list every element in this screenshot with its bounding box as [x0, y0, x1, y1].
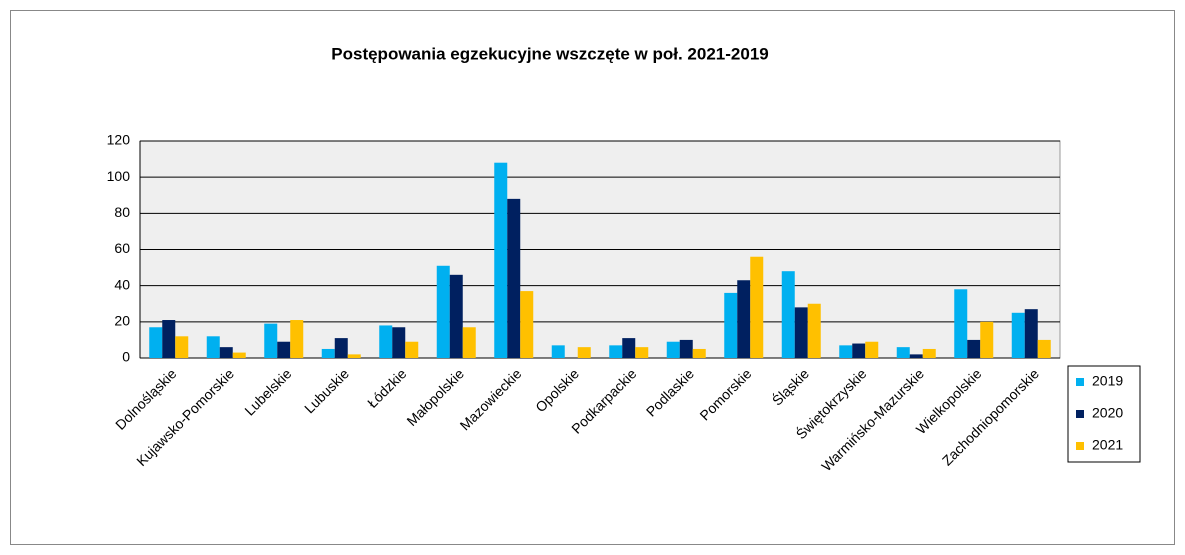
bar [737, 280, 751, 358]
bar [692, 348, 706, 358]
bar [622, 338, 636, 358]
bar [967, 339, 981, 358]
bar [577, 347, 591, 358]
bar [405, 341, 419, 358]
legend-label: 2019 [1092, 373, 1123, 389]
bar [507, 198, 521, 358]
bar [807, 303, 821, 358]
y-tick-label: 0 [122, 349, 130, 365]
bar [264, 323, 278, 358]
y-tick-label: 20 [114, 313, 130, 329]
bar [219, 347, 233, 358]
bar [290, 320, 304, 358]
bar [347, 354, 361, 358]
bar [724, 292, 738, 358]
bar [379, 325, 393, 358]
bar [551, 345, 565, 358]
bar [232, 352, 246, 358]
bar [321, 348, 335, 358]
bar [520, 291, 534, 358]
bar [750, 256, 764, 358]
bar [462, 327, 476, 358]
bar [666, 341, 680, 358]
legend-swatch [1076, 442, 1084, 450]
bar [162, 320, 176, 358]
legend-label: 2021 [1092, 437, 1123, 453]
legend-label: 2020 [1092, 405, 1123, 421]
y-tick-label: 40 [114, 276, 130, 292]
bar [909, 354, 923, 358]
chart-title: Postępowania egzekucyjne wszczęte w poł.… [331, 44, 768, 63]
y-tick-label: 80 [114, 204, 130, 220]
bar [175, 336, 189, 358]
legend-swatch [1076, 378, 1084, 386]
bar [149, 327, 163, 358]
bar [494, 162, 508, 358]
bar [922, 348, 936, 358]
bar [206, 336, 220, 358]
bar [954, 289, 968, 358]
bar [635, 347, 649, 358]
bar [679, 339, 693, 358]
bar [1037, 339, 1051, 358]
bar [392, 327, 406, 358]
legend-swatch [1076, 410, 1084, 418]
bar [865, 341, 879, 358]
y-tick-label: 60 [114, 240, 130, 256]
bar [794, 307, 808, 358]
y-tick-label: 100 [107, 168, 131, 184]
bar [852, 343, 866, 358]
bar [277, 341, 291, 358]
bar [1011, 312, 1025, 358]
bar [896, 347, 910, 358]
bar [436, 265, 450, 358]
y-tick-label: 120 [107, 132, 131, 148]
bar [609, 345, 623, 358]
bar [449, 274, 463, 358]
bar [1024, 309, 1038, 358]
bar [334, 338, 348, 358]
bar [781, 271, 795, 358]
bar [839, 345, 853, 358]
bar [980, 321, 994, 358]
